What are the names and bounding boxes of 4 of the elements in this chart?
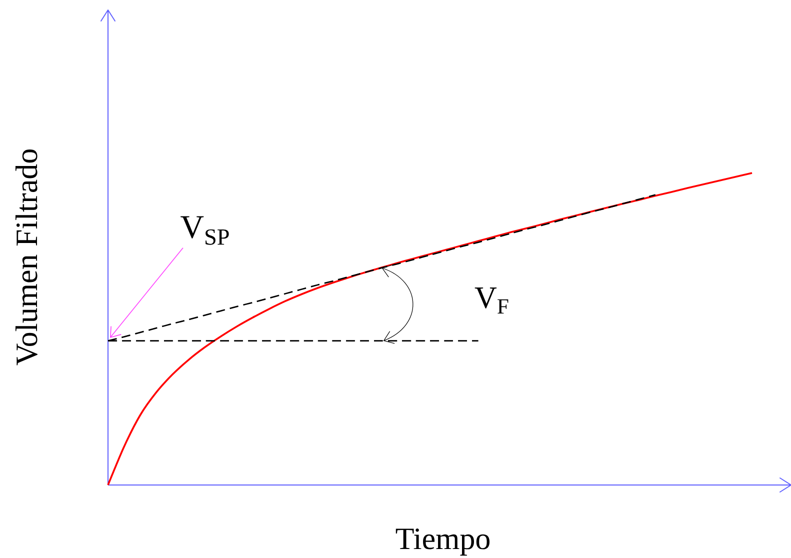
- x-axis-title: Tiempo: [396, 528, 490, 556]
- annotation: V$_{F}$: [474, 288, 508, 314]
- y-axis-title: Volumen Filtrado: [15, 150, 38, 366]
- annotation: V$_{SP}$: [180, 216, 229, 245]
